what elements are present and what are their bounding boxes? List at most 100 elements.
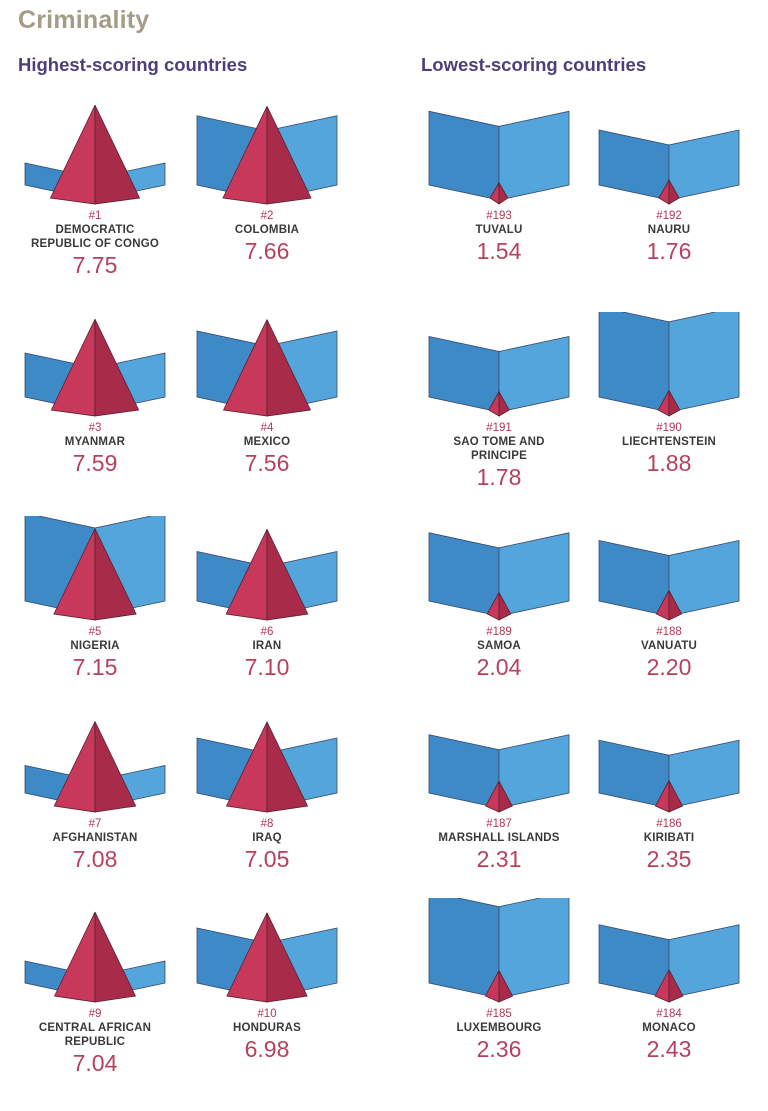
country-name: COLOMBIA [234, 224, 300, 236]
country-card: #192 NAURU 1.76 [594, 100, 744, 290]
country-score: 7.04 [72, 1050, 118, 1076]
country-caption: #6 IRAN 7.10 [192, 626, 342, 680]
country-score: 2.31 [476, 846, 522, 872]
score-pyramid-left-face [49, 104, 96, 205]
country-caption: #1 DEMOCRATIC REPUBLIC OF CONGO 7.75 [20, 210, 170, 278]
country-figure [598, 540, 740, 621]
country-card: #186 KIRIBATI 2.35 [594, 708, 744, 898]
country-figure [428, 110, 570, 205]
resilience-wall-left [598, 739, 670, 809]
country-card: #190 LIECHTENSTEIN 1.88 [594, 312, 744, 502]
country-card: #9 CENTRAL AFRICAN REPUBLIC 7.04 [20, 898, 170, 1088]
country-card: #191 SAO TOME AND PRINCIPE 1.78 [424, 312, 574, 502]
country-name: CENTRAL AFRICAN REPUBLIC [38, 1022, 152, 1048]
country-figure [196, 106, 338, 205]
score-pyramid-right-face [668, 780, 684, 813]
country-figure [598, 739, 740, 813]
resilience-wall-right [668, 739, 740, 809]
country-score: 7.75 [72, 252, 118, 278]
country-name: SAO TOME AND PRINCIPE [453, 436, 545, 462]
country-name: VANUATU [641, 640, 697, 652]
country-score: 1.54 [476, 238, 522, 264]
country-name: MARSHALL ISLANDS [438, 832, 560, 844]
country-name: DEMOCRATIC REPUBLIC OF CONGO [31, 224, 159, 250]
country-caption: #186 KIRIBATI 2.35 [594, 818, 744, 872]
country-rank: #10 [257, 1008, 277, 1020]
country-rank: #185 [486, 1008, 512, 1020]
country-figure [598, 312, 740, 417]
score-pyramid-right-face [266, 721, 309, 813]
country-name: IRAN [252, 640, 282, 652]
country-name: TUVALU [475, 224, 523, 236]
country-score: 1.88 [646, 450, 692, 476]
country-rank: #191 [486, 422, 512, 434]
score-pyramid-right-face [94, 721, 137, 813]
score-pyramid-right-face [94, 104, 141, 205]
resilience-wall-left [598, 924, 670, 999]
country-caption: #189 SAMOA 2.04 [424, 626, 574, 680]
country-caption: #184 MONACO 2.43 [594, 1008, 744, 1062]
country-name: KIRIBATI [643, 832, 695, 844]
score-pyramid-right-face [498, 780, 513, 813]
resilience-wall-left [598, 312, 670, 413]
resilience-wall-left [428, 532, 500, 617]
score-pyramid-right-face [668, 178, 680, 205]
country-caption: #2 COLOMBIA 7.66 [192, 210, 342, 264]
country-card: #187 MARSHALL ISLANDS 2.31 [424, 708, 574, 898]
country-score: 7.08 [72, 846, 118, 872]
country-score: 2.35 [646, 846, 692, 872]
score-pyramid-right-face [94, 528, 137, 621]
resilience-wall-right [668, 924, 740, 999]
score-pyramid-right-face [668, 388, 681, 417]
resilience-wall-left [428, 734, 500, 809]
country-name: HONDURAS [232, 1022, 302, 1034]
score-pyramid-right-face [266, 106, 312, 205]
resilience-wall-right [498, 336, 570, 413]
score-pyramid-right-face [668, 590, 683, 621]
country-rank: #4 [260, 422, 274, 434]
country-score: 7.10 [244, 654, 290, 680]
resilience-wall-right [498, 110, 570, 201]
country-caption: #9 CENTRAL AFRICAN REPUBLIC 7.04 [20, 1008, 170, 1076]
country-figure [24, 911, 166, 1003]
country-name: LIECHTENSTEIN [622, 436, 716, 448]
country-card: #10 HONDURAS 6.98 [192, 898, 342, 1088]
country-score: 7.66 [244, 238, 290, 264]
country-name: SAMOA [477, 640, 521, 652]
score-pyramid-right-face [266, 529, 309, 621]
country-name: MEXICO [243, 436, 291, 448]
country-caption: #190 LIECHTENSTEIN 1.88 [594, 422, 744, 476]
country-rank: #188 [656, 626, 682, 638]
country-rank: #186 [656, 818, 682, 830]
country-caption: #193 TUVALU 1.54 [424, 210, 574, 264]
country-rank: #192 [656, 210, 682, 222]
country-figure [598, 129, 740, 205]
score-pyramid-left-face [53, 911, 96, 1003]
country-caption: #187 MARSHALL ISLANDS 2.31 [424, 818, 574, 872]
country-rank: #2 [260, 210, 274, 222]
score-pyramid-right-face [266, 319, 312, 417]
resilience-wall-left [598, 540, 670, 617]
country-name: MONACO [642, 1022, 696, 1034]
score-pyramid-right-face [498, 592, 512, 621]
country-card: #7 AFGHANISTAN 7.08 [20, 708, 170, 898]
country-score: 7.59 [72, 450, 118, 476]
country-figure [24, 721, 166, 813]
country-score: 7.15 [72, 654, 118, 680]
resilience-wall-right [498, 734, 570, 809]
country-figure [428, 898, 570, 1003]
page-title: Criminality [18, 6, 150, 34]
country-figure [428, 336, 570, 417]
country-figure [24, 516, 166, 621]
resilience-wall-right [668, 540, 740, 617]
country-caption: #4 MEXICO 7.56 [192, 422, 342, 476]
country-rank: #6 [260, 626, 274, 638]
country-card: #188 VANUATU 2.20 [594, 516, 744, 706]
country-card: #185 LUXEMBOURG 2.36 [424, 898, 574, 1088]
country-card: #189 SAMOA 2.04 [424, 516, 574, 706]
score-pyramid-right-face [266, 912, 308, 1003]
country-score: 7.56 [244, 450, 290, 476]
country-score: 2.43 [646, 1036, 692, 1062]
country-rank: #187 [486, 818, 512, 830]
country-card: #4 MEXICO 7.56 [192, 312, 342, 502]
